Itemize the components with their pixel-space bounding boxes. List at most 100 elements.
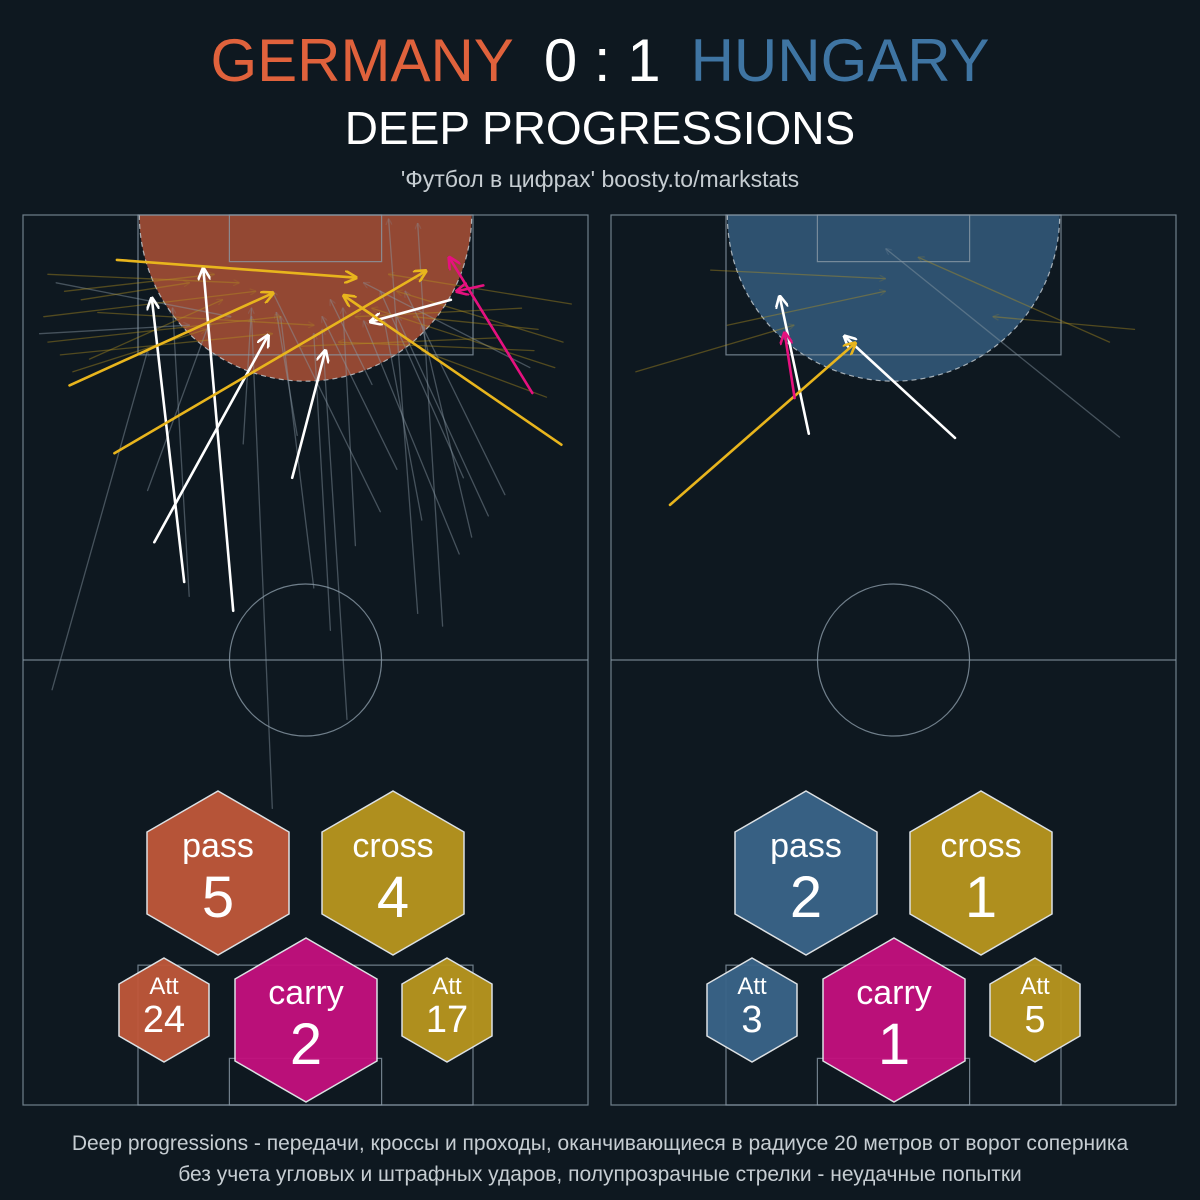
stat-label: pass (770, 827, 842, 865)
chart-title: DEEP PROGRESSIONS (344, 102, 856, 154)
stat-value: 3 (741, 999, 762, 1041)
arrow-pass-failed (405, 291, 506, 496)
arrow-pass-success (370, 298, 453, 322)
arrow-cross-failed (297, 337, 498, 347)
match-score: 0 : 1 (543, 27, 661, 94)
arrow-pass-failed (281, 317, 315, 589)
stat-value: 4 (377, 865, 409, 930)
arrow-pass-failed (389, 219, 419, 615)
zone-20m-outline (138, 214, 473, 382)
arrow-cross-failed (47, 317, 281, 343)
arrow-cross-failed (339, 342, 535, 352)
hexagon (822, 937, 966, 1103)
arrow-pass-success (845, 336, 957, 440)
arrow-pass-failed (146, 321, 210, 492)
footnote-line-2: без учета угловых и штрафных ударов, пол… (178, 1163, 1022, 1186)
stat-label: Att (149, 973, 179, 1000)
centre-circle (816, 583, 971, 737)
stat-value: 5 (1024, 999, 1045, 1041)
arrow-pass-failed (252, 317, 273, 809)
stat-value: 1 (878, 1012, 910, 1077)
arrow-pass-failed (422, 325, 473, 538)
hexagon (146, 790, 290, 956)
arrow-pass-failed (276, 313, 298, 437)
arrow-pass-failed (384, 321, 423, 521)
arrow-cross-failed (397, 291, 564, 343)
goal-box-top (816, 214, 971, 263)
arrow-cross-failed (726, 291, 885, 326)
zone-20m-home (139, 215, 472, 382)
hexagon (909, 790, 1053, 956)
arrow-pass-failed (322, 317, 398, 470)
hexagon (118, 957, 210, 1063)
away-team-name: HUNGARY (690, 27, 990, 94)
stat-label: pass (182, 827, 254, 865)
arrow-pass-failed (55, 282, 231, 317)
arrow-cross-failed (918, 257, 1111, 343)
stat-value: 17 (426, 999, 468, 1041)
footnote-line-1: Deep progressions - передачи, кроссы и п… (71, 1132, 1129, 1155)
arrow-pass-failed (322, 329, 348, 720)
arrow-pass-failed (173, 308, 190, 598)
arrow-pass-success (153, 335, 268, 544)
arrow-cross-failed (63, 274, 215, 292)
arrow-pass-failed (272, 291, 381, 513)
goal-box-top (228, 214, 383, 263)
footnote: Deep progressions - передачи, кроссы и п… (0, 1128, 1200, 1190)
arrow-cross-failed (97, 311, 314, 326)
hexagon (401, 957, 493, 1063)
arrow-pass-failed (380, 291, 465, 479)
stat-label: Att (737, 973, 767, 1000)
stat-label: cross (352, 827, 433, 865)
arrow-pass-failed (38, 325, 190, 335)
arrow-pass-success (780, 296, 811, 436)
stat-label: carry (856, 974, 932, 1012)
zone-20m-outline (726, 214, 1061, 382)
centre-circle (228, 583, 383, 737)
arrow-carry-success (457, 285, 485, 291)
arrow-cross-success (115, 258, 356, 278)
stat-label: cross (940, 827, 1021, 865)
arrow-pass-failed (330, 300, 373, 386)
arrow-cross-success (113, 271, 426, 455)
credit-line: 'Футбол в цифрах' boosty.to/markstats (400, 166, 800, 192)
stat-value: 2 (790, 865, 822, 930)
stat-value: 1 (965, 865, 997, 930)
arrow-pass-success (203, 268, 235, 613)
stat-value: 24 (143, 999, 185, 1041)
home-team-name: GERMANY (210, 27, 514, 94)
stat-label: carry (268, 974, 344, 1012)
arrow-pass-failed (51, 351, 148, 691)
zone-20m-away (727, 215, 1060, 382)
arrow-cross-failed (80, 283, 189, 301)
arrow-pass-failed (364, 321, 460, 555)
arrow-cross-failed (72, 329, 206, 373)
header: GERMANY 0 : 1 HUNGARY DEEP PROGRESSIONS 'Ф… (0, 0, 1200, 210)
arrow-pass-failed (364, 283, 531, 369)
arrow-pass-failed (343, 308, 357, 547)
hexagon (321, 790, 465, 956)
arrow-cross-failed (414, 317, 539, 331)
arrow-cross-failed (422, 351, 548, 398)
arrow-cross-failed (47, 273, 239, 283)
hexagon (706, 957, 798, 1063)
arrow-pass-failed (397, 317, 489, 517)
scoreline: GERMANY 0 : 1 HUNGARY (0, 26, 1200, 96)
arrow-cross-failed (635, 325, 794, 373)
stat-label: Att (1020, 973, 1050, 1000)
stat-value: 2 (290, 1012, 322, 1077)
arrow-cross-success (68, 293, 274, 387)
arrow-pass-success (290, 351, 325, 480)
arrow-cross-success (344, 296, 563, 447)
